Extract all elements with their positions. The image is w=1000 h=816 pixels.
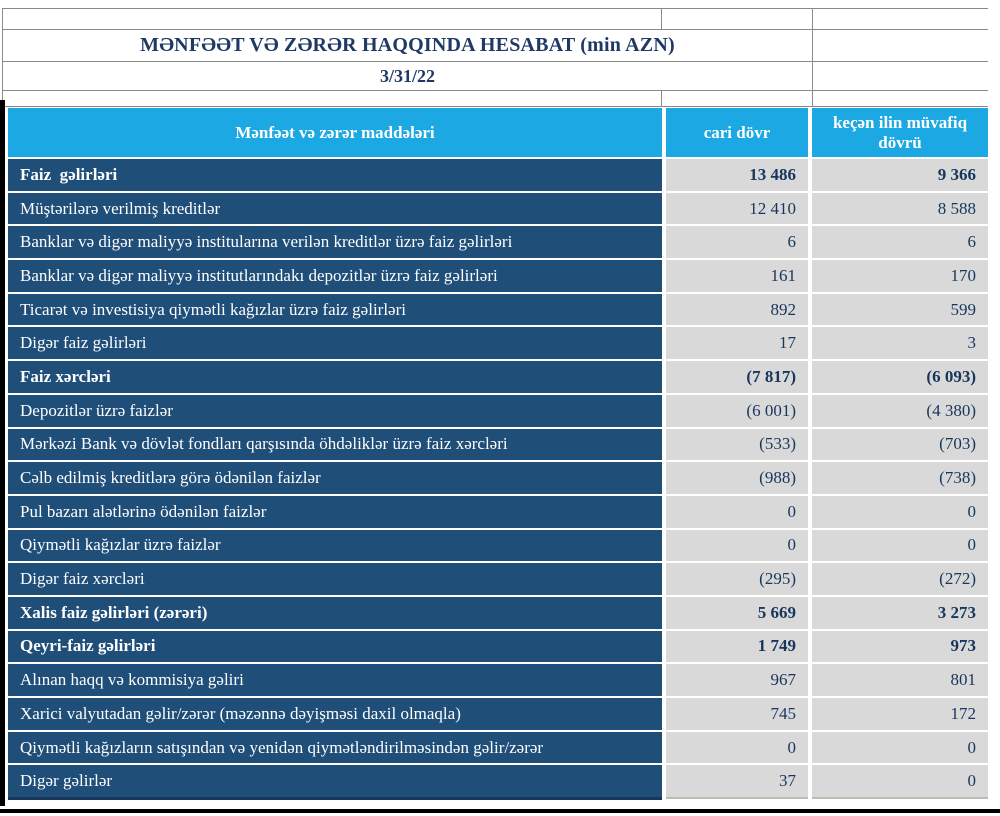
row-label-cell: Qeyri-faiz gəlirləri [8, 630, 662, 663]
row-label-cell: Pul bazarı alətlərinə ödənilən faizlər [8, 495, 662, 528]
table-row: Ticarət və investisiya qiymətli kağızlar… [8, 293, 988, 326]
empty-cell [813, 30, 989, 61]
row-previous-value-cell: 3 273 [812, 596, 988, 629]
table-row: Depozitlər üzrə faizlər (6 001) (4 380) [8, 394, 988, 427]
empty-cell [3, 91, 661, 106]
table-row: Müştərilərə verilmiş kreditlər 12 410 8 58… [8, 192, 988, 225]
row-label-cell: Müştərilərə verilmiş kreditlər [8, 192, 662, 225]
row-current-value-cell: (7 817) [666, 361, 808, 393]
row-previous-value-cell: (272) [812, 563, 988, 595]
row-previous-value-cell: 170 [812, 260, 988, 292]
row-current-value-cell: 745 [666, 698, 808, 730]
row-label-cell: Depozitlər üzrə faizlər [8, 394, 662, 427]
row-current-value-cell: 13 486 [666, 159, 808, 191]
table-row: Qiymətli kağızların satışından və yenidə… [8, 731, 988, 764]
row-previous-value-cell: (738) [812, 462, 988, 494]
column-header-current: cari dövr [666, 108, 808, 157]
table-row: Xalis faiz gəlirləri (zərəri) 5 669 3 273 [8, 596, 988, 629]
row-current-value-cell: 37 [666, 765, 808, 798]
table-row: Xarici valyutadan gəlir/zərər (məzənnə d… [8, 698, 988, 730]
column-header-previous: keçən ilin müvafiq dövrü [812, 108, 988, 157]
row-label-cell: Alınan haqq və kommisiya gəliri [8, 664, 662, 696]
row-previous-value-cell: 9 366 [812, 159, 988, 191]
table-row: Qeyri-faiz gəlirləri 1 749 973 [8, 630, 988, 663]
pnl-table: Mənfəət və zərər maddələri cari dövr keç… [8, 108, 988, 799]
column-header-items: Mənfəət və zərər maddələri [8, 108, 662, 157]
table-row: Qiymətli kağızlar üzrə faizlər 0 0 [8, 529, 988, 562]
row-previous-value-cell: 3 [812, 327, 988, 360]
row-previous-value-cell: 172 [812, 698, 988, 730]
row-label-cell: Digər gəlirlər [8, 765, 662, 798]
row-previous-value-cell: (703) [812, 428, 988, 461]
report-date: 3/31/22 [3, 62, 812, 90]
table-row: Faiz gəlirləri 13 486 9 366 [8, 159, 988, 191]
table-row: Digər gəlirlər 37 0 [8, 765, 988, 798]
row-current-value-cell: 0 [666, 529, 808, 562]
row-current-value-cell: (988) [666, 462, 808, 494]
table-row: Banklar və digər maliyyə institutlarında… [8, 260, 988, 292]
row-current-value-cell: 161 [666, 260, 808, 292]
row-label-cell: Banklar və digər maliyyə institutlarında… [8, 260, 662, 292]
empty-cell [662, 9, 812, 29]
row-label-cell: Xarici valyutadan gəlir/zərər (məzənnə d… [8, 698, 662, 730]
row-current-value-cell: 1 749 [666, 630, 808, 663]
row-label-cell: Qiymətli kağızlar üzrə faizlər [8, 529, 662, 562]
row-label-cell: Digər faiz xərcləri [8, 563, 662, 595]
selection-border-left [0, 100, 5, 806]
row-current-value-cell: 6 [666, 226, 808, 259]
row-current-value-cell: 892 [666, 293, 808, 326]
selection-border-bottom [0, 809, 1000, 813]
row-previous-value-cell: 8 588 [812, 192, 988, 225]
row-current-value-cell: (295) [666, 563, 808, 595]
table-row: Banklar və digər maliyyə institularına v… [8, 226, 988, 259]
row-current-value-cell: (6 001) [666, 394, 808, 427]
table-row: Alınan haqq və kommisiya gəliri 967 801 [8, 664, 988, 696]
row-current-value-cell: (533) [666, 428, 808, 461]
empty-cell [813, 9, 989, 29]
row-previous-value-cell: 973 [812, 630, 988, 663]
empty-cell [813, 91, 989, 106]
report-header-grid: MƏNFƏƏT VƏ ZƏRƏR HAQQINDA HESABAT (min A… [2, 8, 989, 107]
row-label-cell: Mərkəzi Bank və dövlət fondları qarşısın… [8, 428, 662, 461]
row-label-cell: Cəlb edilmiş kreditlərə görə ödənilən fa… [8, 462, 662, 494]
row-label-cell: Banklar və digər maliyyə institularına v… [8, 226, 662, 259]
table-row: Cəlb edilmiş kreditlərə görə ödənilən fa… [8, 462, 988, 494]
row-current-value-cell: 17 [666, 327, 808, 360]
empty-cell [813, 62, 989, 90]
row-previous-value-cell: 0 [812, 765, 988, 798]
row-current-value-cell: 967 [666, 664, 808, 696]
row-label-cell: Faiz xərcləri [8, 361, 662, 393]
row-label-cell: Digər faiz gəlirləri [8, 327, 662, 360]
row-previous-value-cell: 0 [812, 529, 988, 562]
table-row: Mərkəzi Bank və dövlət fondları qarşısın… [8, 428, 988, 461]
row-label-cell: Xalis faiz gəlirləri (zərəri) [8, 596, 662, 629]
row-current-value-cell: 0 [666, 731, 808, 764]
row-current-value-cell: 0 [666, 495, 808, 528]
row-label-cell: Qiymətli kağızların satışından və yenidə… [8, 731, 662, 764]
table-row: Digər faiz gəlirləri 17 3 [8, 327, 988, 360]
row-previous-value-cell: 6 [812, 226, 988, 259]
empty-cell [3, 9, 661, 29]
row-previous-value-cell: 0 [812, 495, 988, 528]
table-body: Faiz gəlirləri 13 486 9 366 Müştərilərə ver… [8, 159, 988, 798]
row-previous-value-cell: 599 [812, 293, 988, 326]
table-header-row: Mənfəət və zərər maddələri cari dövr keç… [8, 108, 988, 157]
row-label-cell: Ticarət və investisiya qiymətli kağızlar… [8, 293, 662, 326]
report-title: MƏNFƏƏT VƏ ZƏRƏR HAQQINDA HESABAT (min A… [3, 30, 812, 61]
row-previous-value-cell: (4 380) [812, 394, 988, 427]
table-row: Pul bazarı alətlərinə ödənilən faizlər 0 0 [8, 495, 988, 528]
row-current-value-cell: 5 669 [666, 596, 808, 629]
table-row: Digər faiz xərcləri (295) (272) [8, 563, 988, 595]
row-current-value-cell: 12 410 [666, 192, 808, 225]
row-previous-value-cell: (6 093) [812, 361, 988, 393]
row-previous-value-cell: 0 [812, 731, 988, 764]
row-label-cell: Faiz gəlirləri [8, 159, 662, 191]
empty-cell [662, 91, 812, 106]
table-row: Faiz xərcləri (7 817) (6 093) [8, 361, 988, 393]
row-previous-value-cell: 801 [812, 664, 988, 696]
